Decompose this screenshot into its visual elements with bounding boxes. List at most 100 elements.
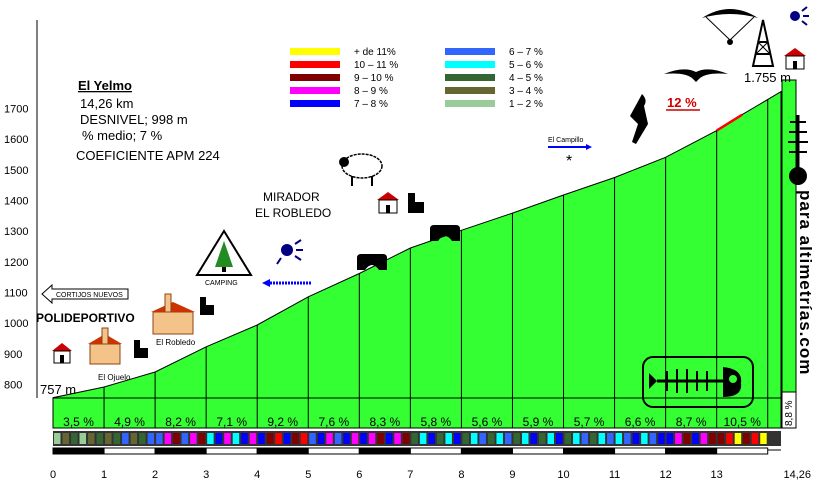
strip-segment [292, 433, 299, 444]
strip-segment [156, 433, 163, 444]
km-gradient-label: 9,2 % [267, 415, 298, 429]
x-tick-label: 8 [458, 469, 464, 481]
km-gradient-label: 5,9 % [523, 415, 554, 429]
x-axis: 0 1 2 3 4 5 6 7 8 9 10 11 12 13 14,26 [50, 447, 811, 481]
sun-icon [790, 6, 809, 26]
gradient-color-strip [53, 431, 781, 446]
x-axis-segment [307, 447, 360, 455]
legend-swatch [290, 74, 340, 81]
km-gradient-label: 10,5 % [724, 415, 762, 429]
strip-segment [198, 433, 206, 444]
strip-segment [487, 433, 495, 444]
strip-segment [658, 433, 665, 444]
legend-label: 4 – 5 % [509, 73, 543, 84]
strip-segment [445, 433, 452, 444]
church-icon [151, 293, 195, 335]
strip-segment [300, 433, 308, 444]
strip-segment [598, 433, 606, 444]
y-tick-label: 1500 [4, 165, 28, 177]
legend-label: + de 11% [354, 47, 396, 58]
km-gradient-row: 3,5 % 4,9 % 8,2 % 7,1 % 9,2 % 7,6 % 8,3 % 5,8 %… [52, 397, 782, 429]
church-icon [88, 327, 122, 365]
strip-segment [453, 433, 461, 444]
info-medio: % medio; 7 % [82, 128, 163, 143]
legend-swatch [445, 61, 495, 68]
strip-segment [96, 433, 104, 444]
info-distance: 14,26 km [80, 96, 133, 111]
x-axis-segment [614, 447, 667, 455]
strip-segment [581, 433, 589, 444]
strip-segment [547, 433, 555, 444]
strip-segment [309, 433, 316, 444]
strip-segment [249, 433, 257, 444]
strip-segment [462, 433, 469, 444]
x-axis-segment [511, 447, 565, 455]
x-axis-segment [256, 447, 309, 455]
cortijos-label: CORTIJOS NUEVOS [56, 292, 123, 299]
strip-segment [709, 433, 716, 444]
mountain-hut-icon [200, 297, 214, 315]
km-gradient-label: 8,7 % [676, 415, 707, 429]
mountain-hut-icon [408, 193, 424, 213]
strip-segment [377, 433, 384, 444]
strip-segment [224, 433, 231, 444]
paraglider-icon [702, 9, 758, 45]
y-tick-label: 1100 [4, 288, 28, 300]
x-axis-segment [358, 447, 411, 455]
strip-segment [590, 433, 597, 444]
strip-segment [113, 433, 121, 444]
strip-segment [641, 433, 648, 444]
camping-label: CAMPING [205, 280, 238, 287]
x-axis-segment [409, 447, 462, 455]
strip-segment [419, 433, 427, 444]
strip-segment [411, 433, 418, 444]
y-tick-label: 900 [4, 349, 22, 361]
x-axis-segment [52, 447, 105, 455]
x-tick-label: 13 [711, 469, 723, 481]
x-axis-segment [665, 447, 718, 455]
strip-segment [351, 433, 359, 444]
x-axis-segment [154, 447, 207, 455]
x-tick-label: 2 [152, 469, 158, 481]
legend-swatch [445, 48, 495, 55]
strip-segment [258, 433, 265, 444]
legend-label: 10 – 11 % [354, 60, 398, 71]
mirador-sublabel: EL ROBLEDO [255, 206, 331, 220]
y-tick-label: 1700 [4, 104, 28, 116]
strip-segment [624, 433, 631, 444]
info-coeficiente: COEFICIENTE APM 224 [76, 148, 220, 163]
legend-swatch [290, 61, 340, 68]
km-gradient-label: 8,2 % [165, 415, 196, 429]
site-watermark: para altimetrías.com [796, 190, 813, 375]
strip-segment [734, 433, 742, 444]
strip-segment [360, 433, 367, 444]
km-gradient-label: 3,5 % [63, 415, 94, 429]
x-axis-segment [716, 447, 769, 455]
strip-segment [649, 433, 657, 444]
camping-arrow-head [262, 279, 270, 287]
strip-segment [79, 433, 87, 444]
km-gradient-label: 8,3 % [369, 415, 400, 429]
strip-segment [513, 433, 520, 444]
legend-swatch [445, 87, 495, 94]
gradient-row-band [52, 397, 782, 429]
right-pct-box [781, 391, 797, 429]
fish-skeleton-icon [642, 356, 754, 408]
strip-segment [190, 433, 197, 444]
strip-segment [615, 433, 623, 444]
strip-segment [326, 433, 333, 444]
strip-segment [105, 433, 112, 444]
strip-segment [139, 433, 146, 444]
strip-segment [538, 433, 546, 444]
steep-gradient-label: 12 % [667, 95, 697, 110]
strip-segment [521, 433, 529, 444]
legend-label: 5 – 6 % [509, 60, 543, 71]
campillo-star: * [566, 153, 572, 170]
house-icon [784, 48, 806, 70]
legend-swatch [290, 100, 340, 107]
cortijos-arrow [41, 283, 129, 305]
strip-segment [717, 433, 725, 444]
strip-segment [62, 433, 70, 444]
